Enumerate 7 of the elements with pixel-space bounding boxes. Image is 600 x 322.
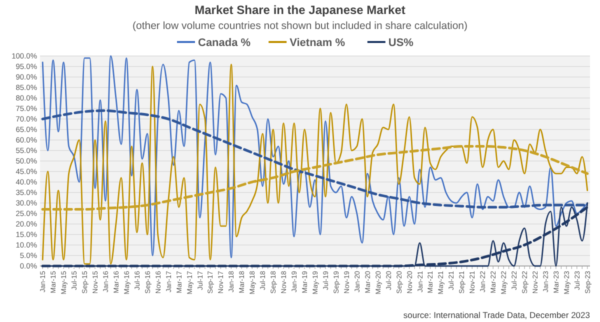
line-series bbox=[41, 145, 589, 211]
source-note: source: International Trade Data, December 2023 bbox=[403, 310, 590, 320]
chart-title: Market Share in the Japanese Market bbox=[194, 3, 406, 17]
chart-subtitle: (other low volume countries not shown but included in share calculation) bbox=[132, 20, 468, 32]
legend-label: US% bbox=[388, 37, 414, 49]
legend-label: Vietnam % bbox=[290, 37, 346, 49]
legend-label: Canada % bbox=[198, 37, 251, 49]
